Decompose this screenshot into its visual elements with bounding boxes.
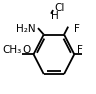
Text: H: H xyxy=(51,11,58,21)
Text: F: F xyxy=(77,45,83,55)
Text: F: F xyxy=(74,24,80,34)
Text: H₂N: H₂N xyxy=(16,24,36,34)
Text: Cl: Cl xyxy=(54,3,64,13)
Text: CH₃: CH₃ xyxy=(2,45,21,55)
Text: O: O xyxy=(23,45,31,55)
